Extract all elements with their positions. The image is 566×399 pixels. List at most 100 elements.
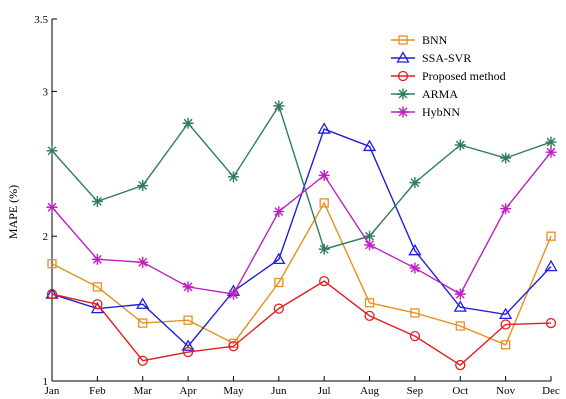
y-tick-label: 1 bbox=[43, 376, 49, 388]
x-tick-labels: Jan Feb Mar Apr May Jun Jul Aug Sep Oct Nov Dec bbox=[45, 385, 560, 397]
data-point-ssa-svr bbox=[453, 300, 467, 312]
legend-label: BNN bbox=[422, 33, 448, 47]
series-line-bnn bbox=[51, 201, 552, 346]
legend-entry-hybnn: HybNN bbox=[391, 105, 460, 119]
series-arma bbox=[46, 100, 557, 255]
data-point-bnn bbox=[183, 315, 193, 325]
data-point-proposed-method bbox=[92, 299, 103, 310]
data-point-arma bbox=[318, 243, 330, 255]
x-tick-label: Nov bbox=[496, 385, 515, 397]
series-line-hybnn bbox=[51, 151, 552, 296]
x-tick-label: Aug bbox=[360, 385, 379, 397]
series-hybnn bbox=[46, 146, 557, 300]
legend: BNN SSA-SVR Proposed method ARMA HybNN bbox=[391, 33, 506, 119]
series-line-proposed-method bbox=[51, 280, 552, 366]
legend-label: SSA-SVR bbox=[422, 51, 471, 65]
legend-entry-arma: ARMA bbox=[391, 87, 458, 101]
legend-label: Proposed method bbox=[422, 69, 506, 83]
legend-entry-ssa-svr: SSA-SVR bbox=[391, 51, 471, 65]
y-tick-labels: 1 2 3 3.5 bbox=[34, 14, 48, 388]
legend-marker bbox=[398, 35, 408, 45]
data-point-ssa-svr bbox=[181, 339, 195, 351]
data-point-bnn bbox=[138, 318, 148, 328]
x-tick-label: Jun bbox=[271, 385, 287, 397]
data-point-hybnn bbox=[409, 262, 421, 274]
axes bbox=[51, 18, 552, 382]
legend-marker bbox=[397, 88, 409, 100]
data-point-arma bbox=[454, 139, 466, 151]
x-tick-label: Sep bbox=[407, 385, 424, 397]
series-ssa-svr bbox=[45, 122, 558, 351]
data-point-bnn bbox=[500, 340, 511, 350]
x-tick-label: Oct bbox=[452, 385, 468, 397]
data-point-hybnn bbox=[500, 203, 512, 215]
x-tick-label: Apr bbox=[180, 385, 197, 397]
data-point-ssa-svr bbox=[136, 297, 150, 309]
data-point-hybnn bbox=[227, 288, 239, 300]
data-point-proposed-method bbox=[409, 330, 421, 342]
data-point-hybnn bbox=[182, 281, 194, 293]
data-point-arma bbox=[273, 100, 285, 112]
data-point-bnn bbox=[546, 231, 556, 241]
data-point-ssa-svr bbox=[272, 252, 286, 265]
data-point-proposed-method bbox=[545, 317, 557, 329]
legend-marker bbox=[396, 51, 410, 63]
data-point-arma bbox=[409, 177, 421, 189]
series-line-ssa-svr bbox=[51, 128, 552, 348]
data-point-arma bbox=[545, 136, 557, 148]
x-tick-label: Dec bbox=[542, 385, 560, 397]
series-bnn bbox=[47, 198, 556, 350]
data-point-ssa-svr bbox=[362, 139, 377, 152]
data-point-hybnn bbox=[364, 239, 376, 251]
data-point-arma bbox=[137, 180, 149, 192]
data-point-proposed-method bbox=[137, 355, 148, 366]
y-tick-label: 3.5 bbox=[34, 14, 48, 26]
data-point-bnn bbox=[364, 298, 375, 308]
data-point-ssa-svr bbox=[499, 307, 513, 320]
data-point-ssa-svr bbox=[317, 122, 331, 134]
data-point-bnn bbox=[455, 321, 465, 331]
data-point-hybnn bbox=[454, 288, 466, 300]
data-point-proposed-method bbox=[182, 346, 194, 358]
series-proposed-method bbox=[46, 275, 557, 371]
data-point-hybnn bbox=[545, 146, 557, 158]
data-point-arma bbox=[364, 230, 376, 242]
data-point-arma bbox=[91, 195, 103, 207]
legend-label: HybNN bbox=[422, 105, 460, 119]
data-point-bnn bbox=[410, 308, 420, 318]
data-point-proposed-method bbox=[273, 303, 284, 314]
legend-entry-bnn: BNN bbox=[391, 33, 448, 47]
legend-marker bbox=[397, 70, 409, 82]
legend-marker bbox=[397, 106, 409, 118]
data-point-bnn bbox=[274, 277, 284, 288]
y-tick-label: 3 bbox=[43, 86, 49, 98]
x-tick-label: Jul bbox=[318, 385, 331, 397]
data-point-arma bbox=[182, 117, 194, 129]
data-point-hybnn bbox=[273, 206, 285, 218]
data-point-ssa-svr bbox=[408, 243, 422, 256]
y-axis-label: MAPE (%) bbox=[6, 185, 20, 239]
data-point-arma bbox=[46, 145, 58, 157]
data-point-bnn bbox=[319, 198, 329, 208]
data-point-proposed-method bbox=[319, 275, 330, 287]
data-point-bnn bbox=[47, 259, 57, 269]
data-point-bnn bbox=[92, 282, 103, 292]
data-point-hybnn bbox=[318, 169, 330, 181]
series-layer bbox=[45, 100, 558, 371]
data-point-proposed-method bbox=[228, 341, 239, 352]
data-point-proposed-method bbox=[364, 310, 375, 321]
x-tick-label: Jan bbox=[45, 385, 60, 397]
x-tick-label: May bbox=[223, 385, 244, 397]
data-point-arma bbox=[500, 152, 512, 164]
data-point-arma bbox=[227, 171, 239, 183]
data-point-proposed-method bbox=[455, 359, 466, 371]
data-point-proposed-method bbox=[46, 288, 58, 300]
x-tick-label: Feb bbox=[89, 385, 106, 397]
y-tick-label: 2 bbox=[43, 231, 49, 243]
data-point-ssa-svr bbox=[544, 259, 558, 272]
data-point-proposed-method bbox=[500, 319, 511, 330]
data-point-hybnn bbox=[137, 256, 149, 268]
series-line-arma bbox=[51, 104, 552, 251]
